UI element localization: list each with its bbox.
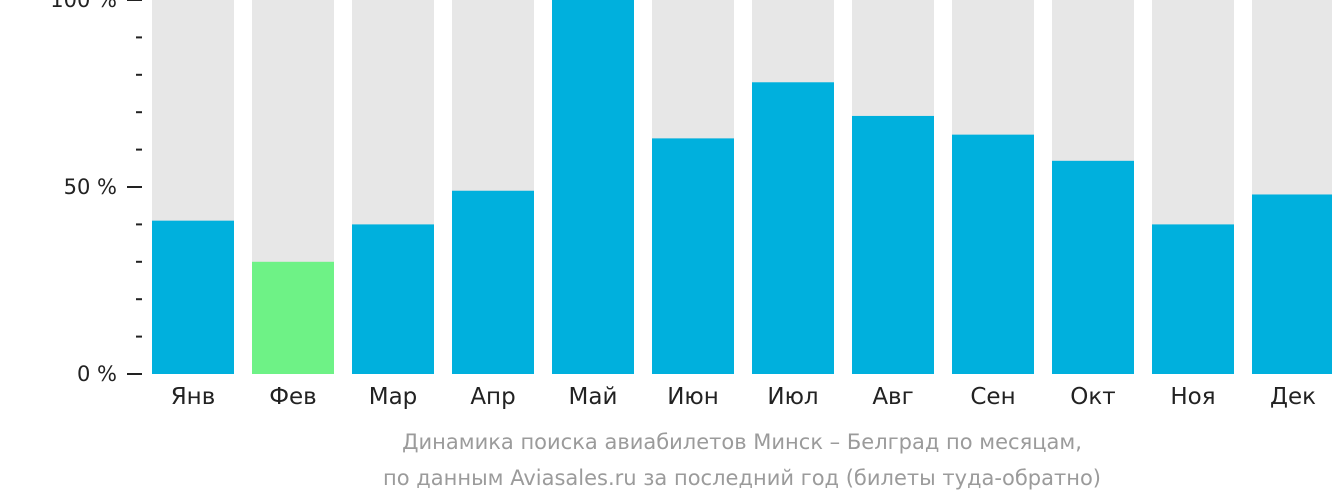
chart-caption-line-2: по данным Aviasales.ru за последний год … — [383, 466, 1101, 490]
x-tick-label: Июн — [667, 384, 719, 410]
x-tick-label: Дек — [1270, 384, 1316, 410]
y-tick-label: 0 % — [77, 362, 117, 386]
x-tick-label: Окт — [1070, 384, 1115, 410]
bar — [852, 115, 934, 374]
bar — [152, 220, 234, 374]
y-tick-label: 50 % — [64, 175, 117, 199]
bar — [1252, 194, 1332, 374]
x-tick-label: Сен — [970, 384, 1015, 410]
bar — [352, 224, 434, 374]
bar — [952, 134, 1034, 374]
x-tick-label: Мар — [369, 384, 418, 410]
x-axis: Янв Фев Мар Апр Май Июн Июл Авг Сен Окт Ноя Дек — [171, 384, 1316, 410]
bars — [152, 0, 1332, 374]
bar — [1052, 160, 1134, 374]
x-tick-label: Апр — [470, 384, 515, 410]
x-tick-label: Янв — [171, 384, 216, 410]
bar — [752, 82, 834, 374]
x-tick-label: Май — [569, 384, 618, 410]
x-tick-label: Июл — [767, 384, 818, 410]
bar — [1152, 224, 1234, 374]
x-tick-label: Ноя — [1170, 384, 1215, 410]
bar — [652, 138, 734, 374]
y-axis: 0 % 50 % 100 % — [50, 0, 142, 386]
x-tick-label: Авг — [872, 384, 913, 410]
y-tick-label: 100 % — [50, 0, 117, 12]
bar — [552, 0, 634, 374]
bar — [252, 261, 334, 374]
chart-caption-line-1: Динамика поиска авиабилетов Минск – Белг… — [402, 430, 1082, 454]
bar — [452, 190, 534, 374]
x-tick-label: Фев — [269, 384, 317, 410]
